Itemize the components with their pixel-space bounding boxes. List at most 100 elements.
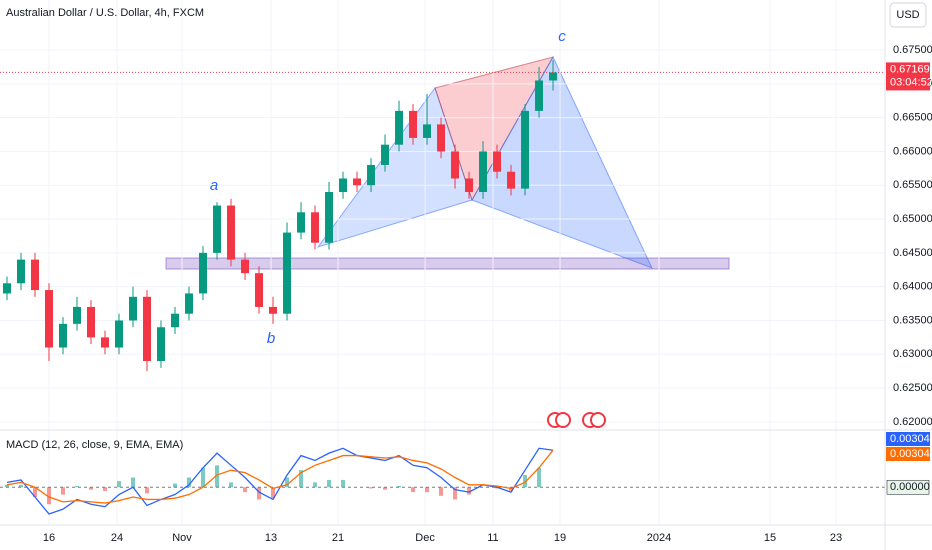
histogram-bar	[33, 487, 38, 497]
x-tick-label: 16	[43, 532, 55, 544]
histogram-bar	[523, 475, 528, 488]
candle-body	[185, 293, 194, 314]
candle-body	[479, 151, 488, 193]
y-tick-label: 0.67500	[893, 44, 932, 56]
x-tick-label: Nov	[172, 532, 192, 544]
x-tick-label: 2024	[647, 532, 671, 544]
histogram-bar	[89, 487, 94, 490]
candle-body	[129, 296, 138, 321]
histogram-bar	[19, 484, 24, 488]
candle-body	[171, 313, 180, 328]
candle-body	[73, 306, 82, 324]
histogram-bar	[397, 486, 402, 488]
candle-body	[521, 110, 530, 189]
x-tick-label: 11	[487, 532, 498, 544]
x-tick-label: 13	[265, 532, 277, 544]
histogram-bar	[103, 487, 108, 491]
histogram-bar	[425, 487, 430, 493]
histogram-bar	[229, 482, 234, 488]
histogram-bar	[341, 479, 346, 488]
candle-body	[465, 178, 474, 193]
zone	[165, 257, 730, 270]
x-tick-label: 21	[332, 532, 344, 544]
histogram-bar	[299, 470, 304, 488]
candle-body	[381, 144, 390, 165]
histogram-bar	[131, 477, 136, 488]
histogram-bar	[369, 487, 374, 489]
candle-body	[283, 232, 292, 314]
y-tick-label: 0.62000	[893, 416, 932, 428]
candle-body	[157, 327, 166, 362]
candle-body	[507, 171, 516, 189]
histogram-bar	[47, 487, 52, 505]
candle-body	[59, 323, 68, 348]
candle-body	[115, 320, 124, 348]
x-tick-label: 15	[764, 532, 776, 544]
y-tick-label: 0.64500	[893, 247, 932, 259]
x-tick-label: 24	[111, 532, 123, 544]
candle-body	[409, 110, 418, 138]
candle-body	[31, 259, 40, 291]
y-tick-label: 0.63000	[893, 348, 932, 360]
histogram-bar	[285, 477, 290, 488]
macd-title: MACD (12, 26, close, 9, EMA, EMA)	[6, 439, 183, 451]
zero-badge	[886, 479, 930, 495]
candle-body	[339, 178, 348, 193]
last-value-badge	[886, 432, 930, 446]
y-tick-label: 0.66000	[893, 145, 932, 157]
last-value-label: 0.00304	[890, 448, 930, 460]
x-tick-label: 23	[830, 532, 842, 544]
currency-label[interactable]: USD	[896, 9, 919, 21]
candle-body	[3, 283, 12, 294]
y-tick-label: 0.62500	[893, 382, 932, 394]
y-tick-label: 0.65000	[893, 213, 932, 225]
pattern-bcd	[471, 55, 653, 269]
candle-body	[241, 259, 250, 274]
histogram-bar	[243, 487, 248, 493]
candle-body	[227, 205, 236, 260]
candle-body	[353, 178, 362, 186]
pattern-label: c	[558, 28, 566, 45]
histogram-bar	[145, 487, 150, 494]
candle-body	[213, 205, 222, 253]
histogram-bar	[383, 487, 388, 490]
countdown-label: 03:04:52	[890, 76, 932, 88]
currency-button[interactable]	[889, 2, 927, 28]
histogram-bar	[257, 487, 262, 500]
candle-body	[199, 252, 208, 294]
chart-title: Australian Dollar / U.S. Dollar, 4h, FXC…	[6, 7, 204, 19]
histogram-bar	[75, 486, 80, 488]
x-tick-label: 19	[554, 532, 566, 544]
y-tick-label: 0.66500	[893, 112, 932, 124]
candle-body	[45, 290, 54, 348]
y-tick-label: 0.65500	[893, 179, 932, 191]
candle-body	[549, 72, 558, 81]
candle-body	[143, 296, 152, 362]
candle-body	[535, 80, 544, 111]
candle-body	[423, 124, 432, 138]
histogram-bar	[327, 479, 332, 488]
pattern-label: b	[267, 330, 275, 347]
candle-body	[255, 273, 264, 307]
candle-body	[451, 151, 460, 179]
candle-body	[437, 124, 446, 152]
candle-body	[395, 110, 404, 145]
histogram-bar	[117, 481, 122, 488]
macd-line	[6, 449, 554, 504]
candle-body	[311, 212, 320, 243]
y-tick-label: 0.00000	[890, 481, 930, 493]
candle-body	[325, 192, 334, 243]
x-tick-label: Dec	[415, 532, 435, 544]
histogram-bar	[201, 467, 206, 488]
histogram-bar	[215, 465, 220, 488]
histogram-bar	[187, 477, 192, 488]
candle-body	[493, 151, 502, 172]
histogram-bar	[61, 487, 66, 495]
event-icons[interactable]	[547, 412, 606, 428]
candle-body	[367, 164, 376, 186]
price-badge	[886, 62, 930, 91]
y-tick-label: 0.64000	[893, 281, 932, 293]
price-label: 0.67169	[890, 63, 930, 75]
candle-body	[297, 212, 306, 233]
